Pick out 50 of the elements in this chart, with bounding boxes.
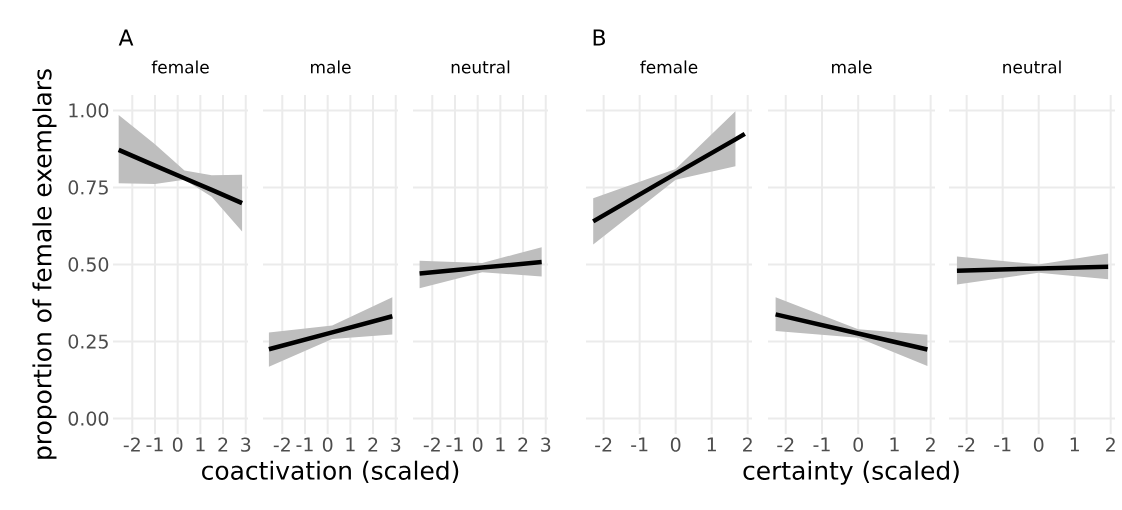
x-tick-label: 0	[322, 437, 333, 452]
line-series	[116, 147, 245, 206]
chart-title: neutral	[1003, 60, 1061, 74]
x-tick-label: -1	[146, 437, 163, 452]
x-tick-label: 0	[472, 437, 483, 452]
x-tick-label: -1	[296, 437, 313, 452]
x-tick-label: 3	[241, 437, 251, 452]
x-tick-label: 2	[1106, 437, 1115, 452]
x-tick-label: 1	[1070, 437, 1079, 452]
x-tick-label: 0	[670, 437, 681, 452]
chart-title: female	[151, 60, 209, 74]
text: B	[593, 29, 606, 46]
x-tick-label: 2	[368, 437, 378, 452]
x-tick-label: 0	[1033, 437, 1044, 452]
x-tick-label: 2	[743, 437, 752, 452]
x-axis-title: coactivation (scaled)	[202, 460, 459, 483]
y-axis-title: proportion of female exemplars	[32, 69, 57, 459]
y-tick-label: 0.50	[68, 257, 109, 272]
x-tick-label: 1	[890, 437, 899, 452]
x-tick-label: -1	[813, 437, 830, 452]
chart-title: male	[832, 60, 872, 74]
y-tick-label: 1.00	[69, 103, 109, 118]
x-tick-label: 3	[541, 437, 551, 452]
y-tick-label: 0.25	[68, 334, 108, 349]
text: A	[118, 29, 134, 46]
x-tick-label: -1	[446, 437, 463, 452]
x-tick-label: -2	[958, 437, 975, 452]
x-tick-label: -1	[631, 437, 648, 452]
x-tick-label: 0	[853, 437, 863, 452]
x-tick-label: 3	[391, 437, 401, 452]
x-tick-label: 2	[218, 437, 228, 452]
x-tick-label: -2	[123, 437, 140, 452]
x-tick-label: 1	[346, 437, 355, 452]
chart-title: male	[311, 60, 351, 74]
x-tick-label: -2	[777, 437, 794, 452]
x-tick-label: -2	[595, 437, 612, 452]
x-tick-label: 0	[172, 437, 183, 452]
x-tick-label: 2	[926, 437, 935, 452]
chart-title: neutral	[451, 60, 510, 74]
x-tick-label: -2	[273, 437, 290, 452]
y-tick-label: 0.00	[68, 411, 109, 426]
y-tick-label: 0.75	[68, 180, 108, 195]
x-tick-label: 1	[496, 437, 505, 452]
x-tick-label: 2	[518, 437, 528, 452]
x-tick-label: 1	[707, 437, 716, 452]
x-axis-title: certainty (scaled)	[743, 460, 959, 485]
x-tick-label: 1	[196, 437, 205, 452]
chart-title: female	[640, 60, 698, 74]
x-tick-label: -2	[423, 437, 440, 452]
x-tick-label: -1	[994, 437, 1011, 452]
